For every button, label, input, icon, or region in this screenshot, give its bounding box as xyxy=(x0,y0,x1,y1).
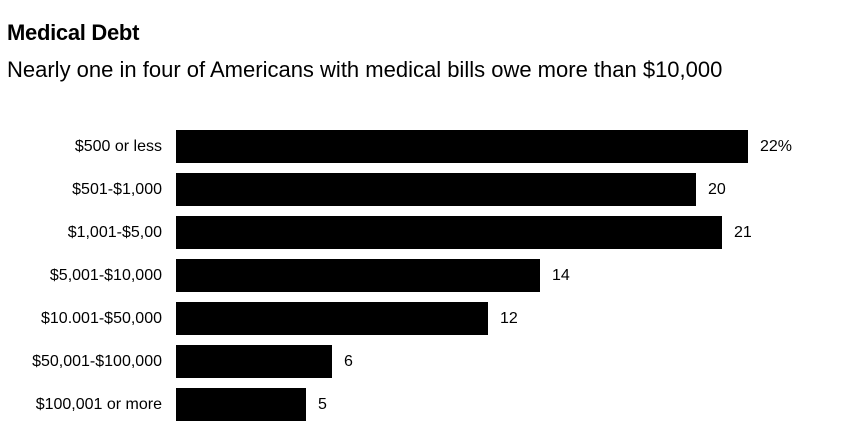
category-label: $50,001-$100,000 xyxy=(32,353,162,370)
bar xyxy=(176,173,696,206)
bar xyxy=(176,216,722,249)
bar xyxy=(176,130,748,163)
chart-subtitle: Nearly one in four of Americans with med… xyxy=(7,57,723,82)
bar xyxy=(176,302,488,335)
bar xyxy=(176,259,540,292)
value-label: 14 xyxy=(552,267,570,284)
category-label: $10.001-$50,000 xyxy=(41,310,162,327)
category-label: $501-$1,000 xyxy=(72,181,162,198)
chart-title: Medical Debt xyxy=(7,20,140,45)
category-label: $100,001 or more xyxy=(36,396,162,413)
category-label: $500 or less xyxy=(75,138,162,155)
value-label: 20 xyxy=(708,181,726,198)
category-label: $1,001-$5,00 xyxy=(68,224,162,241)
category-label: $5,001-$10,000 xyxy=(50,267,162,284)
value-label: 6 xyxy=(344,353,353,370)
value-label: 21 xyxy=(734,224,752,241)
bar xyxy=(176,388,306,421)
value-label: 5 xyxy=(318,396,327,413)
value-label: 12 xyxy=(500,310,518,327)
value-label: 22% xyxy=(760,138,792,155)
bar xyxy=(176,345,332,378)
